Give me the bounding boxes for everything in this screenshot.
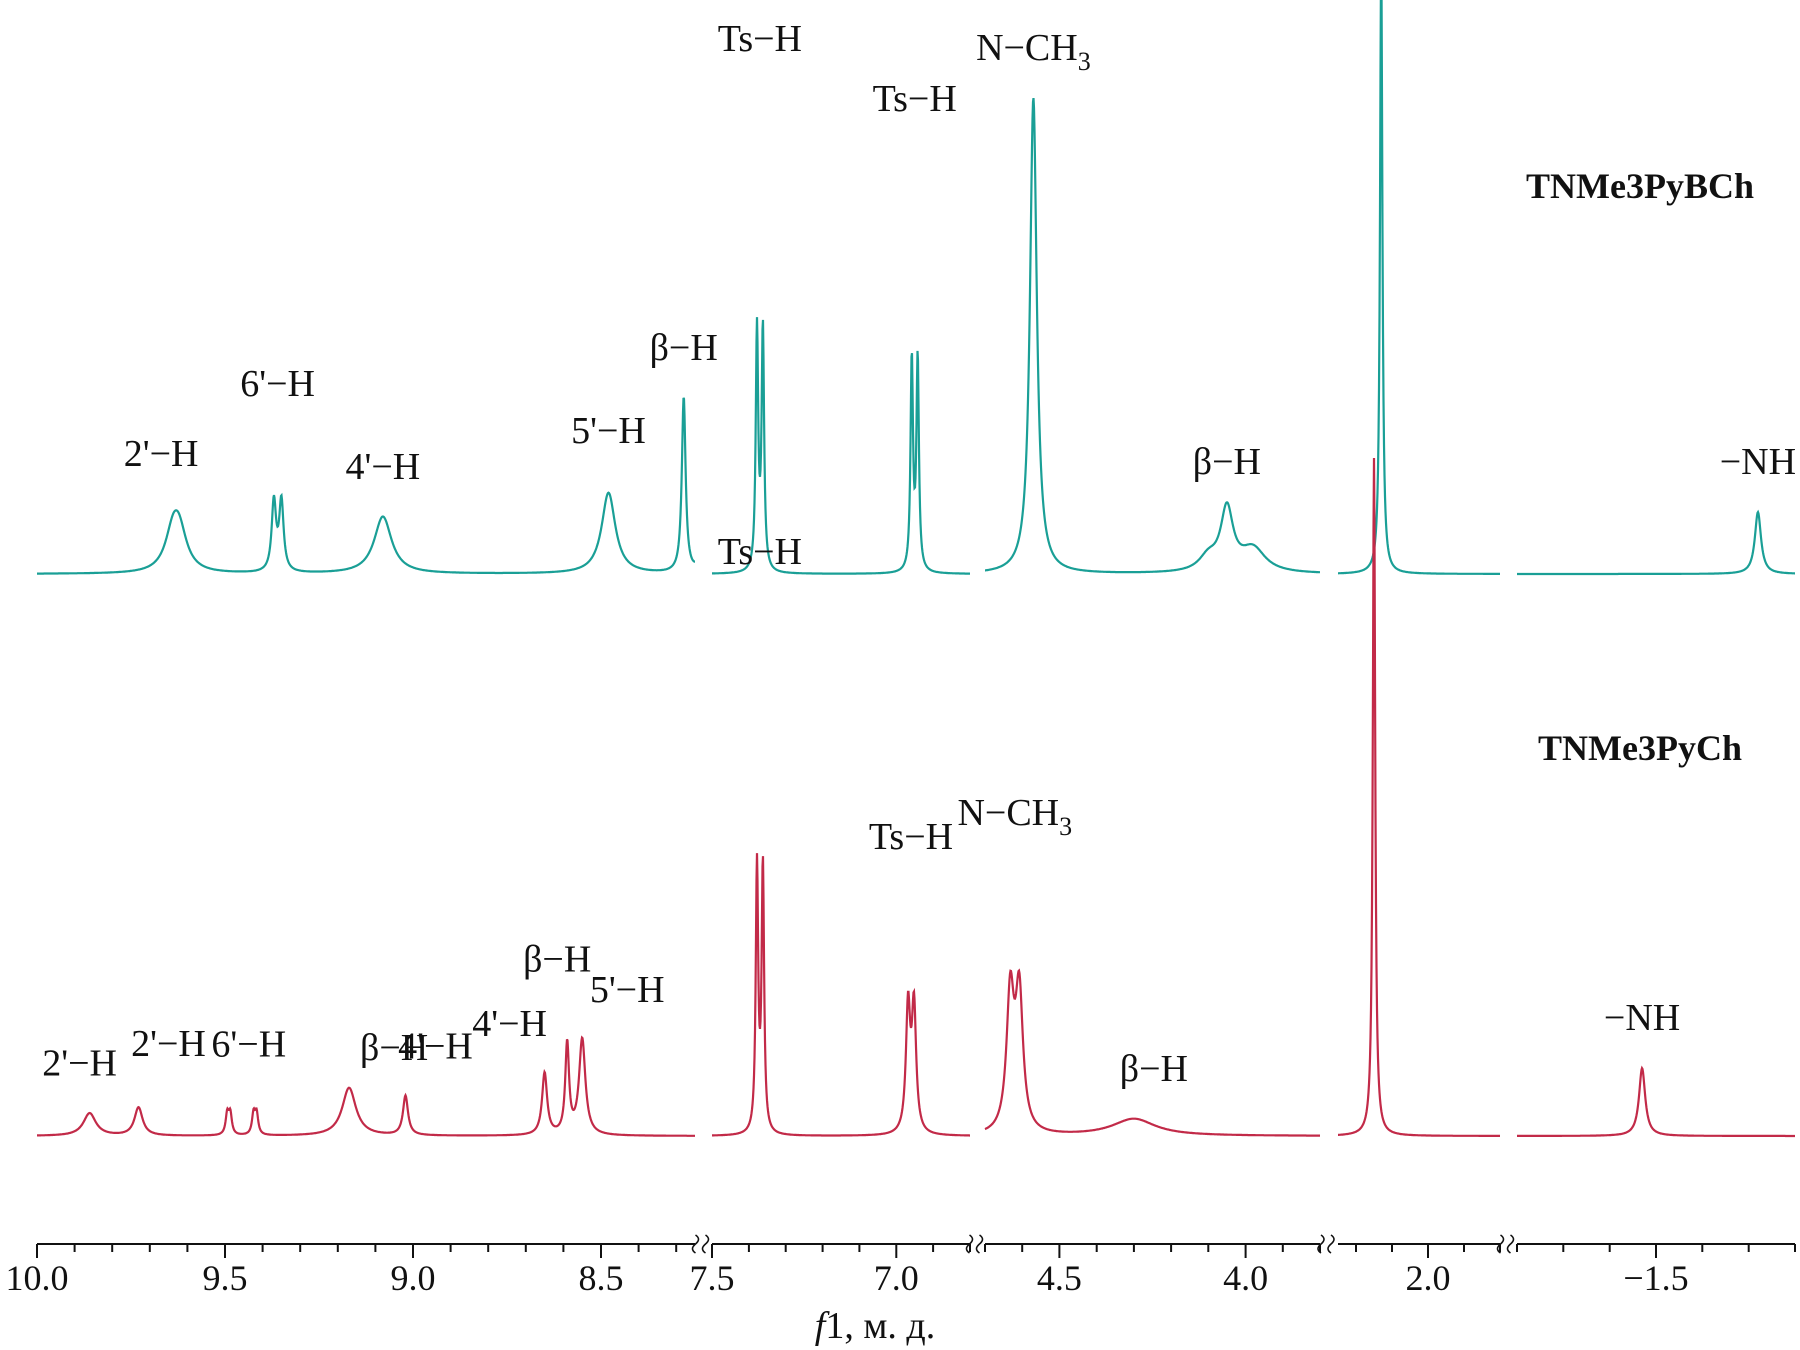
axis-break-mark <box>1506 1234 1515 1254</box>
peak-label: 2'−H <box>131 1023 206 1065</box>
peak-label: Ts−H <box>873 78 957 120</box>
spectrum-line-TNMe3PyBCh-segment-2 <box>712 317 970 575</box>
peak-label: 4'−H <box>398 1026 473 1068</box>
x-tick-label: 10.0 <box>6 1258 69 1298</box>
peak-label: β−H <box>1120 1048 1188 1090</box>
x-tick-label: −1.5 <box>1623 1258 1688 1298</box>
axis-break-mark <box>1327 1234 1335 1254</box>
axis-break-mark <box>1317 1234 1325 1254</box>
peak-label: N−CH3 <box>976 27 1091 76</box>
x-tick-label: 8.5 <box>579 1258 624 1298</box>
peak-label: 2'−H <box>124 433 199 475</box>
axis-break-mark <box>965 1234 974 1254</box>
peak-label: 5'−H <box>571 410 646 452</box>
peak-label: β−H <box>650 327 718 369</box>
peak-label: 6'−H <box>211 1024 286 1066</box>
axis-break-mark <box>691 1234 700 1254</box>
series-name-label: TNMe3PyCh <box>1538 728 1742 768</box>
peak-label: 2'−H <box>42 1042 117 1084</box>
spectrum-line-TNMe3PyCh-segment-5 <box>1517 1065 1795 1138</box>
peak-label: 6'−H <box>240 363 315 405</box>
peak-label: −NH <box>1720 441 1796 483</box>
spectrum-line-TNMe3PyCh-segment-3 <box>984 968 1320 1137</box>
x-tick-label: 7.0 <box>874 1258 919 1298</box>
spectrum-line-TNMe3PyCh-segment-4 <box>1338 457 1500 1137</box>
series-top <box>37 0 1795 576</box>
peak-label: N−CH3 <box>957 792 1072 841</box>
axis-break-mark <box>1496 1234 1505 1254</box>
spectrum-line-TNMe3PyCh-segment-2 <box>712 853 970 1137</box>
x-tick-label: 9.0 <box>391 1258 436 1298</box>
x-tick-label: 4.0 <box>1223 1258 1268 1298</box>
x-axis: 10.0 9.5 9.0 8.5 7.5 7.0 4.5 4.0 2.0 −1.5 <box>6 1234 1796 1298</box>
peak-label: β−H <box>1193 441 1261 483</box>
x-tick-label: 2.0 <box>1406 1258 1451 1298</box>
peak-label: 4'−H <box>346 446 421 488</box>
peak-label: 4'−H <box>472 1003 547 1045</box>
peak-label: Ts−H <box>869 816 953 858</box>
axis-break-mark <box>975 1234 984 1254</box>
spectrum-line-TNMe3PyBCh-segment-5 <box>1517 509 1795 576</box>
peak-label: β−H <box>523 939 591 981</box>
peak-label: −NH <box>1604 997 1680 1039</box>
spectrum-line-TNMe3PyBCh-segment-1 <box>37 397 695 575</box>
peak-label: Ts−H <box>718 531 802 573</box>
series-bottom <box>37 457 1795 1138</box>
x-tick-label: 7.5 <box>690 1258 735 1298</box>
x-axis-label: f1, м. д. <box>815 1305 935 1347</box>
axis-break-mark <box>701 1234 710 1254</box>
peak-label: Ts−H <box>718 18 802 60</box>
series-names: TNMe3PyBCh TNMe3PyCh <box>1526 166 1754 768</box>
series-name-label: TNMe3PyBCh <box>1526 166 1754 206</box>
spectrum-line-TNMe3PyBCh-segment-3 <box>985 97 1320 574</box>
x-tick-label: 4.5 <box>1037 1258 1082 1298</box>
x-tick-label: 9.5 <box>203 1258 248 1298</box>
spectrum-line-TNMe3PyBCh-segment-4 <box>1338 0 1500 575</box>
peak-label: β−H <box>360 1027 428 1069</box>
spectrum-line-TNMe3PyCh-segment-1 <box>37 1035 695 1137</box>
peak-label: 5'−H <box>590 969 665 1011</box>
